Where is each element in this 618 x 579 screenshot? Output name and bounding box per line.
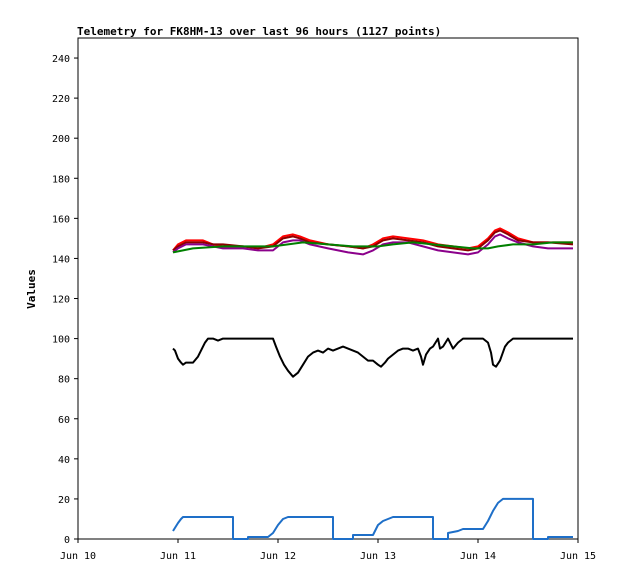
y-tick-label: 200 (52, 134, 70, 145)
series-line-6 (172, 497, 573, 540)
y-tick-label: 40 (58, 455, 70, 466)
x-tick-label: Jun 11 (160, 551, 196, 562)
y-tick-label: 160 (52, 214, 70, 225)
y-axis-label: Values (25, 269, 38, 309)
y-axis-ticks: 0 20 40 60 80 100 120 140 160 180 200 220 240 (52, 54, 78, 546)
y-tick-label: 180 (52, 174, 70, 185)
y-tick-label: 20 (58, 495, 70, 506)
y-tick-label: 80 (58, 375, 70, 386)
x-axis-ticks: Jun 10 Jun 11 Jun 12 Jun 13 Jun 14 Jun 15 (60, 539, 596, 562)
x-tick-label: Jun 14 (460, 551, 496, 562)
x-tick-label: Jun 13 (360, 551, 396, 562)
plot-frame (77, 37, 579, 540)
y-tick-label: 220 (52, 94, 70, 105)
y-tick-label: 140 (52, 254, 70, 265)
y-tick-label: 240 (52, 54, 70, 65)
y-tick-label: 120 (52, 295, 70, 306)
y-tick-label: 0 (64, 535, 70, 546)
series-layer (172, 227, 574, 540)
series-line-3 (172, 233, 573, 256)
chart-title: Telemetry for FK8HM-13 over last 96 hour… (77, 25, 441, 38)
x-tick-label: Jun 15 (560, 551, 596, 562)
y-tick-label: 60 (58, 415, 70, 426)
series-line-4 (172, 241, 573, 254)
x-tick-label: Jun 12 (260, 551, 296, 562)
series-line-5 (172, 337, 573, 378)
y-tick-label: 100 (52, 335, 70, 346)
x-tick-label: Jun 10 (60, 551, 96, 562)
